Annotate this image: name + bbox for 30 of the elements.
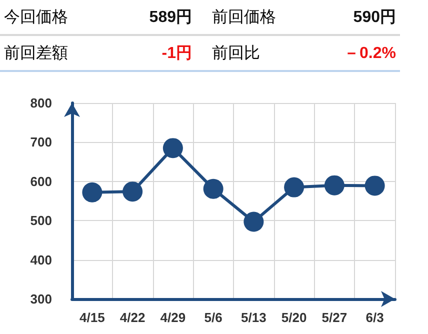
y-tick-label: 300 [30, 292, 52, 306]
text: 前回比 [212, 44, 260, 64]
text: 前回差額 [4, 44, 68, 64]
x-tick-label: 5/13 [241, 310, 266, 325]
x-tick-label: 5/20 [281, 310, 307, 325]
y-tick-label: 700 [30, 134, 52, 150]
text: -1円 [162, 44, 192, 64]
text: 590円 [353, 8, 396, 28]
point [82, 182, 102, 202]
x-tick-label: 5/27 [322, 310, 348, 325]
text: 前回価格 [212, 8, 276, 28]
point [324, 175, 344, 196]
x-tick-label: 5/6 [204, 310, 222, 325]
point [284, 177, 304, 198]
y-tick-label: 500 [30, 213, 52, 228]
point [244, 212, 264, 232]
x-tick-label: 4/15 [80, 310, 105, 325]
y-tick-label: 400 [30, 252, 52, 268]
point [162, 138, 183, 158]
x-tick-label: 4/22 [120, 310, 146, 325]
text: 589円 [149, 8, 192, 28]
x-tick-label: 6/3 [366, 310, 384, 325]
y-tick-label: 600 [30, 174, 52, 189]
point [122, 182, 143, 202]
point [203, 178, 224, 199]
y-tick-label: 800 [30, 96, 52, 110]
point [364, 176, 385, 196]
text: 今回価格 [4, 8, 68, 28]
x-tick-label: 4/29 [160, 310, 186, 325]
text: －0.2% [344, 44, 396, 64]
